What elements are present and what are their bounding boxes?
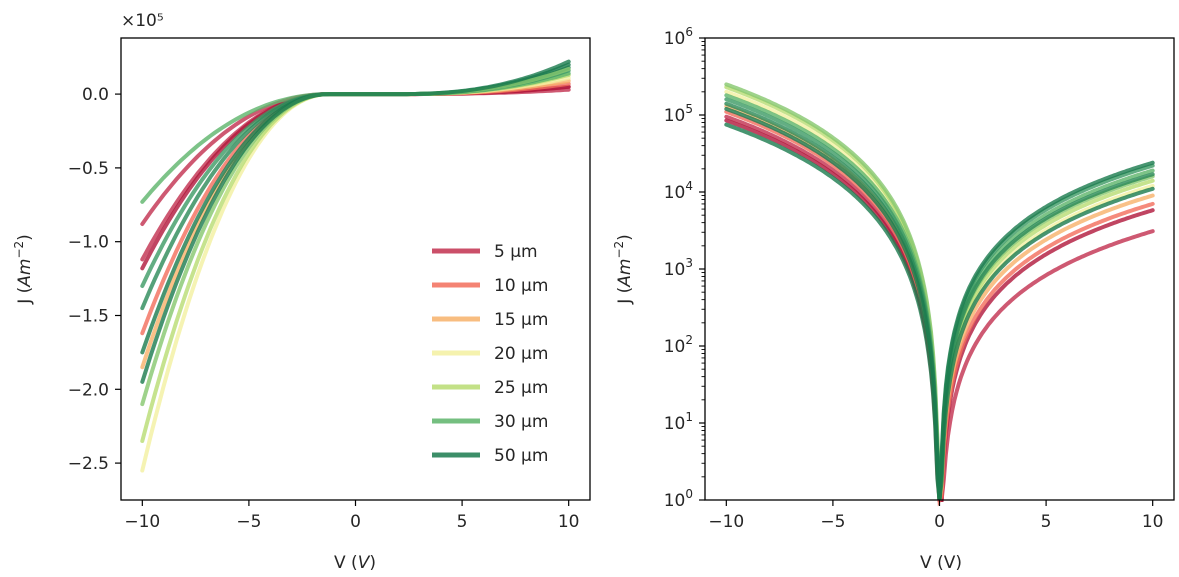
y-tick-label: −1.0 <box>68 233 109 253</box>
y-tick-label: −1.5 <box>68 306 109 326</box>
linear-y-axis-label: J (Am−2) <box>12 234 35 305</box>
x-tick-label: 5 <box>457 512 468 532</box>
x-tick-label: −5 <box>236 512 261 532</box>
log-x-axis-label: V (V) <box>920 553 962 573</box>
legend-label: 50 μm <box>494 446 548 466</box>
x-tick-label: −5 <box>820 512 845 532</box>
legend-label: 10 μm <box>494 276 548 296</box>
legend-label: 25 μm <box>494 378 548 398</box>
log-y-axis-label: J (Am−2) <box>612 234 635 305</box>
y-tick-label: 102 <box>664 333 693 357</box>
y-tick-label: −2.5 <box>68 454 109 474</box>
log-x-ticks: −10 −5 0 5 10 <box>708 500 1164 532</box>
x-tick-label: 0 <box>934 512 945 532</box>
linear-series-line <box>140 59 571 384</box>
linear-y-ticks: −2.5 −2.0 −1.5 −1.0 −0.5 0.0 <box>68 85 121 474</box>
y-multiplier: ×10⁵ <box>121 11 164 31</box>
linear-x-axis-label: V (V) <box>334 553 376 573</box>
log-series-line <box>724 106 1155 501</box>
y-tick-label: 104 <box>664 179 693 203</box>
legend: 5 μm 10 μm 15 μm 20 μm 25 μm 30 μm 50 μm <box>432 242 548 466</box>
linear-panel: ×10⁵ −10 −5 0 5 10 −2.5 −2.0 −1.5 −1.0 −0.5 0.0 V… <box>12 11 591 573</box>
linear-x-ticks: −10 −5 0 5 10 <box>124 500 580 532</box>
y-tick-label: −0.5 <box>68 159 109 179</box>
x-tick-label: 0 <box>350 512 361 532</box>
y-tick-label: 101 <box>664 410 693 434</box>
legend-label: 15 μm <box>494 310 548 330</box>
log-series-line <box>724 101 1155 501</box>
y-tick-label: −2.0 <box>68 380 109 400</box>
log-y-ticks: 100 101 102 103 104 105 106 <box>664 25 705 511</box>
legend-label: 30 μm <box>494 412 548 432</box>
y-tick-label: 105 <box>664 102 693 126</box>
legend-label: 5 μm <box>494 242 538 262</box>
log-series-group <box>724 82 1155 507</box>
x-tick-label: 10 <box>558 512 580 532</box>
linear-series-group <box>140 59 571 473</box>
log-series-line <box>724 97 1155 501</box>
y-tick-label: 0.0 <box>82 85 109 105</box>
log-panel: −10 −5 0 5 10 100 101 102 103 104 105 106 V (V) J … <box>612 25 1175 573</box>
log-series-line <box>724 93 1155 501</box>
x-tick-label: 10 <box>1142 512 1164 532</box>
y-tick-label: 103 <box>664 256 693 280</box>
x-tick-label: 5 <box>1041 512 1052 532</box>
legend-label: 20 μm <box>494 344 548 364</box>
log-series-line <box>724 104 1155 501</box>
linear-series-line <box>140 65 571 311</box>
y-tick-label: 106 <box>664 25 693 49</box>
y-tick-label: 100 <box>664 487 693 511</box>
x-tick-label: −10 <box>708 512 744 532</box>
x-tick-label: −10 <box>124 512 160 532</box>
